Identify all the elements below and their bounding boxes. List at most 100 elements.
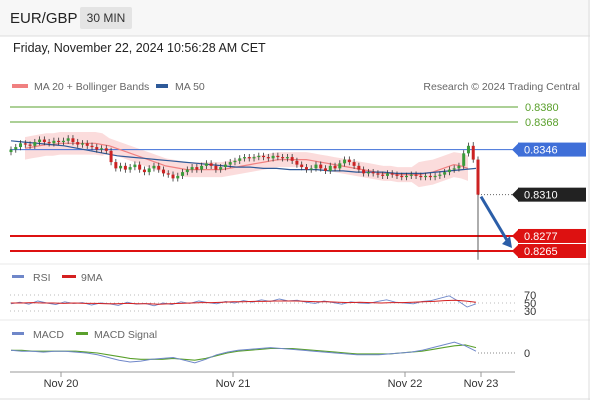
price-tag-support: 0.8277 <box>512 228 586 243</box>
x-tick-label: Nov 20 <box>44 378 79 390</box>
candle <box>419 172 423 181</box>
candle <box>385 170 389 179</box>
candle-body <box>276 155 280 158</box>
candle-body <box>119 165 123 169</box>
candle-body <box>90 145 94 148</box>
price-tag-current: 0.8310 <box>512 187 586 202</box>
candle <box>38 136 42 146</box>
candle-body <box>400 175 404 178</box>
candle <box>47 138 51 147</box>
candle-body <box>238 158 242 161</box>
candle-body <box>85 143 89 146</box>
candle <box>333 162 337 172</box>
ma50-legend-label: MA 50 <box>175 81 205 93</box>
candle <box>161 166 165 177</box>
candle-body <box>471 145 475 160</box>
candle-body <box>195 167 199 170</box>
candle <box>266 153 270 162</box>
candle-body <box>252 157 256 159</box>
candle <box>19 140 23 151</box>
candle <box>71 135 75 146</box>
candle <box>152 162 156 172</box>
candle-body <box>42 139 46 143</box>
candle-body <box>166 173 170 175</box>
price-tag-support: 0.8265 <box>512 244 586 258</box>
candle-body <box>457 165 461 169</box>
candle <box>409 171 413 179</box>
candle <box>328 162 332 174</box>
candle <box>238 155 242 164</box>
rsi-tick-label: 30 <box>524 306 536 318</box>
candle <box>400 172 404 181</box>
candle-body <box>419 175 423 178</box>
candle-body <box>161 169 165 174</box>
candle-body <box>219 167 223 170</box>
candle-body <box>452 168 456 170</box>
candle-body <box>314 164 318 169</box>
candle <box>219 163 223 173</box>
candle <box>157 162 161 173</box>
price-tag-box <box>518 244 586 258</box>
candle <box>114 158 118 172</box>
candle-body <box>381 174 385 176</box>
candle <box>33 138 37 149</box>
chart-header: EUR/GBP 30 MIN <box>0 0 590 36</box>
x-tick-label: Nov 22 <box>388 378 423 390</box>
candle <box>338 160 342 172</box>
candle-body <box>304 167 308 170</box>
candle-body <box>204 163 208 166</box>
candle-body <box>376 173 380 175</box>
candle-body <box>447 169 451 173</box>
price-tag-text: 0.8380 <box>525 102 559 114</box>
candle <box>466 142 470 157</box>
candle-body <box>309 168 313 170</box>
candle <box>57 137 61 146</box>
timeframe-button[interactable]: 30 MIN <box>80 7 132 29</box>
forecast-arrow-shaft <box>479 195 510 243</box>
candle-body <box>266 157 270 159</box>
macd-tick-label: 0 <box>524 348 530 360</box>
candle <box>23 140 27 148</box>
rsi-tick-label: 70 <box>524 290 536 302</box>
candle-body <box>133 164 137 168</box>
candle <box>414 171 418 179</box>
price-levels <box>10 106 518 252</box>
candle-body <box>390 173 394 175</box>
candle <box>9 146 13 156</box>
candle <box>476 156 480 260</box>
rsi-tick-label: 50 <box>524 298 536 310</box>
candle-body <box>100 148 104 150</box>
candle <box>66 135 70 144</box>
ma50-legend-swatch <box>156 84 168 88</box>
candle <box>304 163 308 173</box>
candle <box>405 172 409 181</box>
symbol-label: EUR/GBP <box>10 10 78 27</box>
candle-body <box>247 157 251 159</box>
candle-body <box>262 155 266 158</box>
candle <box>319 161 323 172</box>
candle-body <box>443 172 447 175</box>
price-tag-box <box>518 228 586 243</box>
candle <box>90 142 94 151</box>
candle <box>395 171 399 179</box>
candle-body <box>462 153 466 166</box>
price-tag-pivot: 0.8346 <box>512 142 586 157</box>
candle-body <box>414 174 418 176</box>
candle <box>233 157 237 166</box>
candle-body <box>285 157 289 159</box>
candle-body <box>157 165 161 170</box>
price-tag-text: 0.8265 <box>524 246 558 258</box>
macd-legend-label: MACD <box>33 329 64 341</box>
ma20-legend-swatch <box>12 84 28 88</box>
candle-body <box>228 162 232 165</box>
candle <box>181 168 185 179</box>
candle-body <box>95 147 99 150</box>
candle-body <box>405 175 409 178</box>
candle-body <box>433 175 437 178</box>
candle <box>243 153 246 162</box>
rsi-ma-legend-label: 9MA <box>81 272 103 284</box>
candle <box>424 172 428 181</box>
price-tag-text: 0.8368 <box>525 117 559 129</box>
candle <box>285 153 289 162</box>
